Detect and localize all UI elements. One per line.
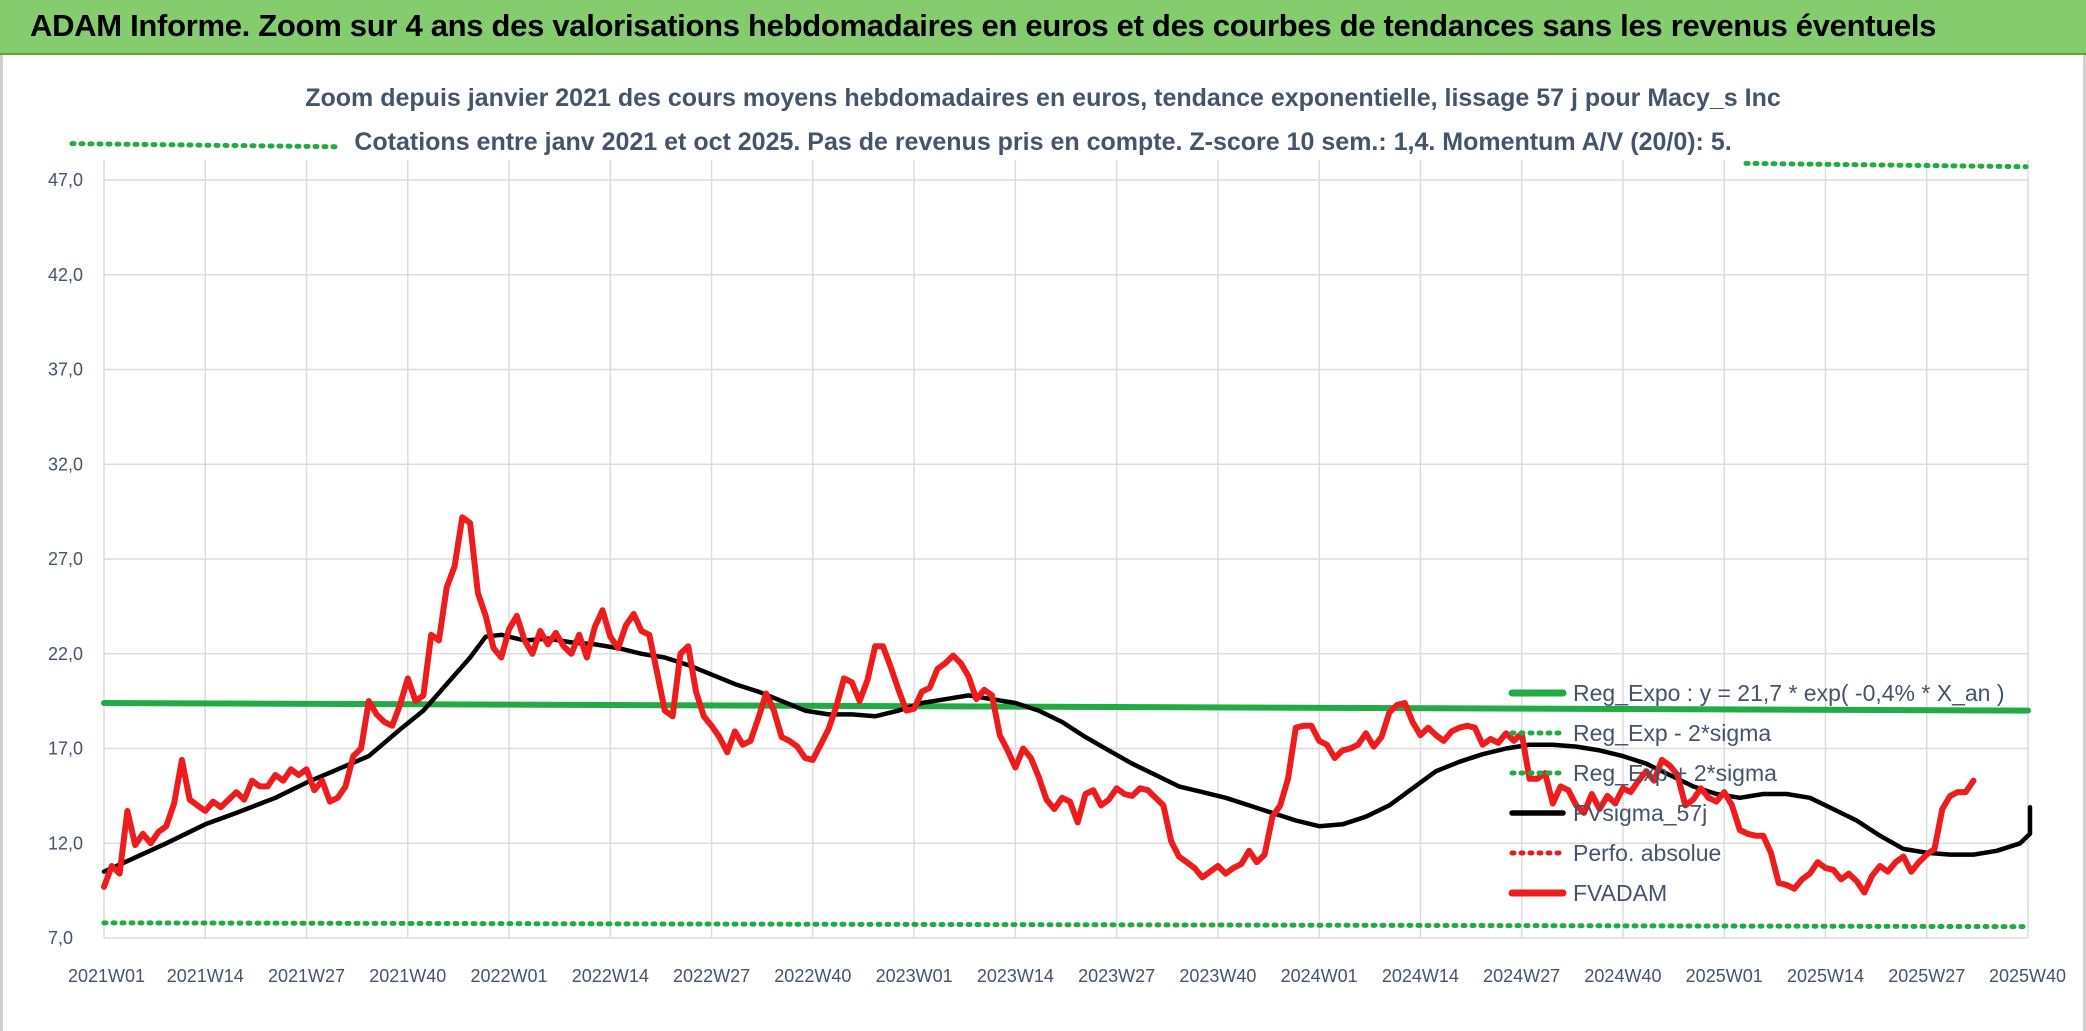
legend-label: FVsigma_57j [1573,800,1707,826]
series-line-1 [101,920,2031,930]
x-tick-label: 2024W27 [1483,966,1560,986]
y-tick-label: 7,0 [48,928,73,948]
x-tick-label: 2023W27 [1078,966,1155,986]
left-border [0,55,3,1031]
series-line-3 [101,632,2033,874]
chart-grid [103,160,2029,939]
x-tick-label: 2023W14 [977,966,1054,986]
x-tick-label: 2022W14 [572,966,649,986]
legend-label: Reg_Expo : y = 21,7 * exp( -0,4% * X_an … [1573,680,2005,706]
x-tick-label: 2021W01 [68,966,145,986]
chart-title: Zoom depuis janvier 2021 des cours moyen… [305,84,1781,112]
right-border [2083,55,2086,1031]
x-tick-label: 2022W40 [774,966,851,986]
series-line-5 [101,514,1977,896]
x-tick-label: 2023W40 [1179,966,1256,986]
chart-subtitle: Cotations entre janv 2021 et oct 2025. P… [354,128,1732,156]
series-line-0 [101,700,2031,714]
y-tick-label: 47,0 [48,170,83,190]
x-tick-label: 2023W01 [876,966,953,986]
x-tick-label: 2021W40 [369,966,446,986]
y-tick-label: 12,0 [48,833,83,853]
x-tick-label: 2021W27 [268,966,345,986]
upper-band-left [69,141,343,150]
report-title: ADAM Informe. Zoom sur 4 ans des valoris… [30,8,1937,43]
upper-band-right [1743,160,2029,170]
x-tick-label: 2025W40 [1989,966,2066,986]
legend-label: FVADAM [1573,880,1667,906]
x-tick-label: 2025W01 [1686,966,1763,986]
x-axis-ticks: 2021W01 2021W14 2021W27 2021W40 2022W01 2022W… [68,966,2066,986]
y-tick-label: 32,0 [48,454,83,474]
x-tick-label: 2025W27 [1888,966,1965,986]
x-tick-label: 2022W01 [471,966,548,986]
legend-label: Reg_Exp + 2*sigma [1573,760,1777,786]
x-tick-label: 2024W01 [1281,966,1358,986]
legend-label: Reg_Exp - 2*sigma [1573,720,1771,746]
y-tick-label: 37,0 [48,360,83,380]
x-tick-label: 2024W14 [1382,966,1459,986]
report-banner: ADAM Informe. Zoom sur 4 ans des valoris… [0,0,2086,55]
x-tick-label: 2021W14 [167,966,244,986]
x-tick-label: 2024W40 [1584,966,1661,986]
x-tick-label: 2025W14 [1787,966,1864,986]
y-tick-label: 17,0 [48,739,83,759]
legend-label: Perfo. absolue [1573,840,1721,866]
y-axis-ticks: 47,0 42,0 37,0 32,0 27,0 22,0 17,0 12,0 7,0 [48,170,83,948]
y-tick-label: 27,0 [48,549,83,569]
chart-legend: Reg_Expo : y = 21,7 * exp( -0,4% * X_an … [1508,680,2005,906]
y-tick-label: 42,0 [48,265,83,285]
y-tick-label: 22,0 [48,644,83,664]
x-tick-label: 2022W27 [673,966,750,986]
chart-series [69,141,2033,930]
